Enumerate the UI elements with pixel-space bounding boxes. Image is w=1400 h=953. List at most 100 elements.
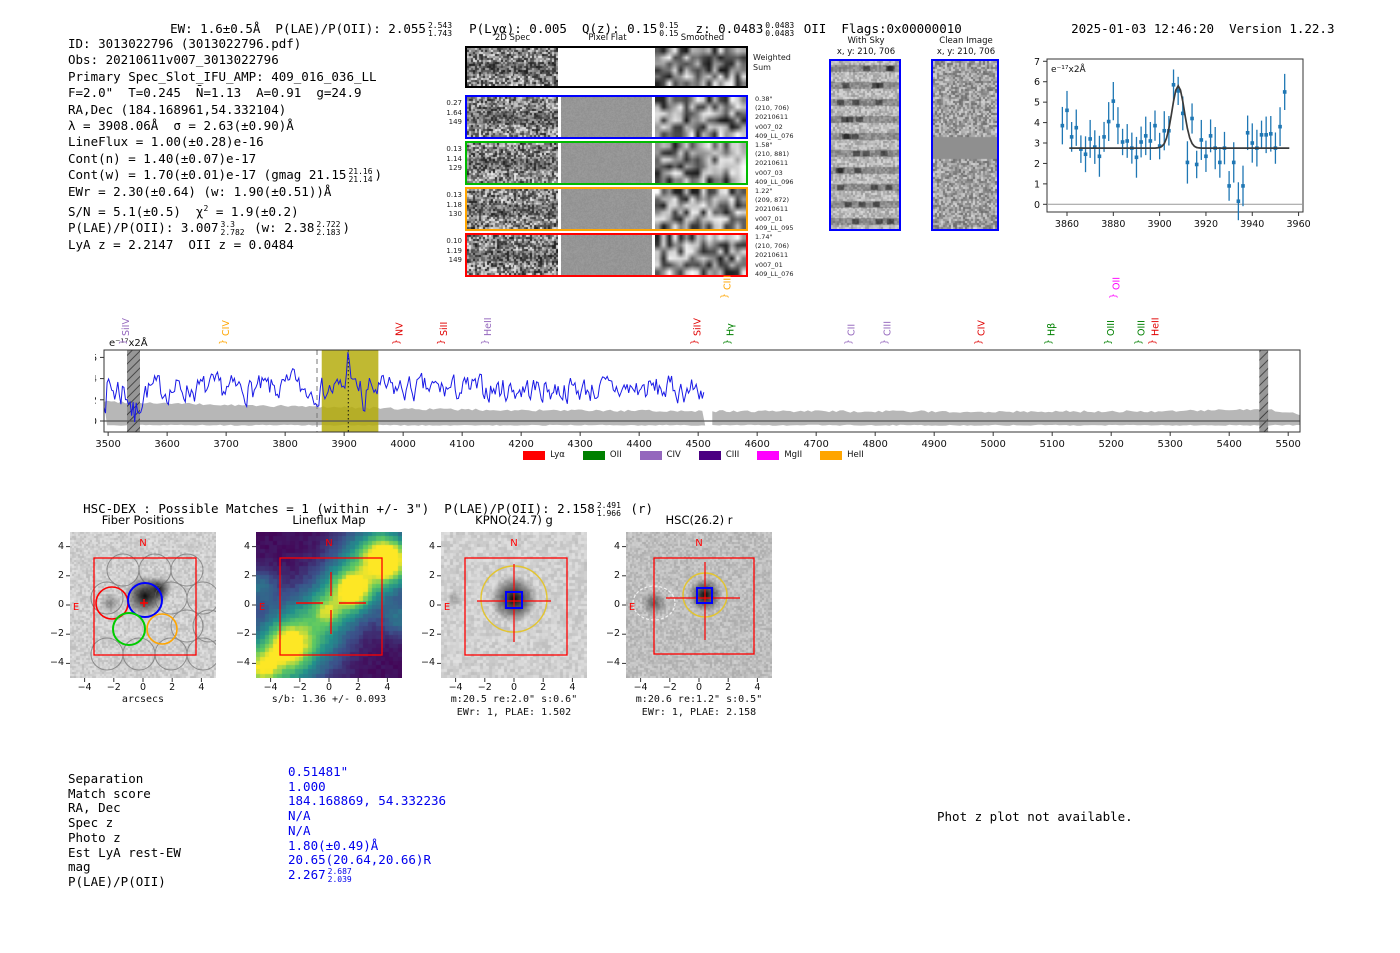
emission-label-marker: { — [843, 339, 853, 345]
emission-label-marker: { — [1146, 339, 1156, 345]
with-sky-xy: x, y: 210, 706 — [836, 46, 896, 57]
svg-text:1: 1 — [1034, 179, 1040, 190]
timestamp-version: 2025-01-03 12:46:20 Version 1.22.3 — [1056, 6, 1334, 36]
cutout-ytick: 0 — [243, 599, 250, 610]
fiber-row2-smoothed — [655, 143, 746, 183]
cutout-xtick: 2 — [355, 682, 362, 693]
spec2d-col-title-2: Pixel Flat — [588, 33, 627, 43]
svg-text:N: N — [139, 538, 146, 549]
cutout-xtick: 4 — [754, 682, 761, 693]
photz-unavailable-note: Phot z plot not available. — [937, 809, 1133, 824]
emission-label-marker: { — [1132, 339, 1142, 345]
fiber-row4-weights: 0.10 1.19 149 — [446, 237, 462, 264]
match-value-plae: 2.267 2.687 2.039 — [288, 866, 352, 884]
full-spectrum-panel: 3500 3600 3700 3800 3900 4000 4100 4200 4300 4400… — [91, 268, 1310, 473]
cutout-ytick: −4 — [605, 657, 620, 669]
fiber-row1-smoothed — [655, 97, 746, 137]
fiber-row2-annotation: 1.58" (210, 881) 20210611 v007_03 409_LL_096 — [755, 141, 794, 186]
spectrum-legend: Lyα OII CIV CIII MgII HeII — [95, 450, 1310, 460]
hsc-r-title: HSC(26.2) r — [665, 513, 733, 527]
info-plae-poii: P(LAE)/P(OII): 3.007 3.3 2.782 (w: 2.38 2.7… — [68, 220, 350, 238]
fiber-row3-2dspec — [467, 189, 558, 229]
svg-text:3700: 3700 — [213, 439, 238, 450]
emission-label-nv: NV — [395, 322, 406, 336]
info-id: ID: 3013022796 (3013022796.pdf) — [68, 36, 302, 51]
lineflux-map-title: Lineflux Map — [292, 513, 366, 527]
legend-item-lyα: Lyα — [523, 450, 565, 460]
match-label-mag: mag — [68, 859, 91, 875]
match-table-values: 0.51481" 1.000 184.168869, 54.332236 N/A… — [288, 764, 446, 884]
plae-uncertainty: 2.543 1.743 — [427, 21, 453, 38]
match-label-score: Match score — [68, 785, 151, 801]
info-redshifts: LyA z = 2.2147 OII z = 0.0484 — [68, 237, 294, 253]
detection-info-block: ID: 3013022796 (3013022796.pdf) Obs: 202… — [68, 36, 382, 254]
svg-text:6: 6 — [95, 353, 97, 364]
fiber-row4-2dspec — [467, 235, 558, 275]
emission-label-hβ: Hβ — [1047, 323, 1058, 336]
emission-label-marker: { — [722, 339, 732, 345]
svg-text:5400: 5400 — [1216, 439, 1241, 450]
svg-text:7: 7 — [1034, 57, 1040, 68]
cutout-xtick: 2 — [169, 682, 176, 693]
info-sn-chi2: S/N = 5.1(±0.5) χ2 = 1.9(±0.2) — [68, 203, 299, 219]
emission-label-hγ: Hγ — [726, 323, 737, 336]
cutout-ytick: −2 — [49, 628, 64, 640]
legend-label: Lyα — [550, 450, 565, 460]
svg-text:N: N — [325, 538, 332, 549]
extraction-box — [464, 557, 568, 656]
lineflux-map-xlabel: s/b: 1.36 +/- 0.093 — [271, 694, 387, 705]
cutout-xtick: 4 — [384, 682, 391, 693]
svg-text:0: 0 — [1034, 200, 1040, 211]
hsc-r-xlabel: m:20.6 re:1.2" s:0.5" — [635, 694, 763, 705]
summary-ew: EW: 1.6±0.5Å P(LAE)/P(OII): 2.055 — [170, 21, 426, 36]
svg-text:N: N — [695, 538, 702, 549]
svg-text:2: 2 — [1034, 159, 1040, 170]
svg-text:2: 2 — [95, 395, 97, 406]
emission-label-ciii: CIII — [883, 321, 894, 336]
cutout-xtick: 2 — [540, 682, 547, 693]
cutout-xtick: −4 — [77, 682, 92, 693]
svg-text:4800: 4800 — [862, 439, 887, 450]
fiber-row4-smoothed — [655, 235, 746, 275]
svg-text:5500: 5500 — [1275, 439, 1300, 450]
emission-label-marker: { — [1043, 339, 1053, 345]
target-cross — [140, 599, 148, 607]
with-sky-image — [829, 59, 901, 231]
kpno-g-xlabel2: EWr: 1, PLAE: 1.502 — [456, 707, 572, 718]
svg-text:4500: 4500 — [685, 439, 710, 450]
svg-text:E: E — [629, 602, 635, 613]
fiber-row2-pixelflat — [561, 143, 652, 183]
cutout-ytick: 4 — [613, 540, 620, 552]
fiber-row1-annotation: 0.38" (210, 706) 20210611 v007_02 409_LL_076 — [755, 95, 794, 140]
emission-label-civ: CIV — [221, 320, 232, 336]
legend-item-heii: HeII — [820, 450, 864, 460]
cutout-ytick: 4 — [57, 540, 64, 552]
cutout-ytick: 2 — [428, 569, 435, 581]
spec2d-col-title-3: Smoothed — [680, 33, 725, 43]
cutout-ytick: −2 — [235, 628, 250, 640]
info-ra-dec: RA,Dec (184.168961,54.332104) — [68, 101, 287, 117]
catalog-position-box — [696, 587, 713, 604]
emission-label-cii: CII — [847, 324, 858, 336]
svg-text:4200: 4200 — [508, 439, 533, 450]
cutout-ytick: 2 — [613, 569, 620, 581]
version-label: Version 1.22.3 — [1229, 21, 1335, 36]
z-uncertainty: 0.0483 0.0483 — [765, 21, 795, 38]
match-value-mag: 20.65(20.64,20.66)R — [288, 852, 431, 868]
cutout-ytick: 2 — [243, 569, 250, 581]
catalog-position-box — [505, 591, 523, 609]
match-table-labels: Separation Match score RA, Dec Spec z Ph… — [68, 771, 181, 890]
svg-text:4700: 4700 — [803, 439, 828, 450]
match-label-plae: P(LAE)/P(OII) — [68, 873, 166, 889]
emission-label-marker: { — [435, 339, 445, 345]
legend-swatch — [523, 450, 546, 460]
cutout-xtick: −4 — [448, 682, 463, 693]
fiber-row4-annotation: 1.74" (210, 706) 20210611 v007_01 409_LL_076 — [755, 233, 794, 278]
svg-text:3860: 3860 — [1055, 219, 1079, 230]
with-sky-title: With Sky — [847, 36, 885, 46]
info-obs: Obs: 20210611v007_3013022796 — [68, 52, 279, 68]
emission-label-marker: { — [479, 339, 489, 345]
emission-label-heii: HeII — [483, 317, 494, 336]
cutout-xtick: 4 — [198, 682, 205, 693]
kpno-g-title: KPNO(24.7) g — [475, 513, 553, 527]
